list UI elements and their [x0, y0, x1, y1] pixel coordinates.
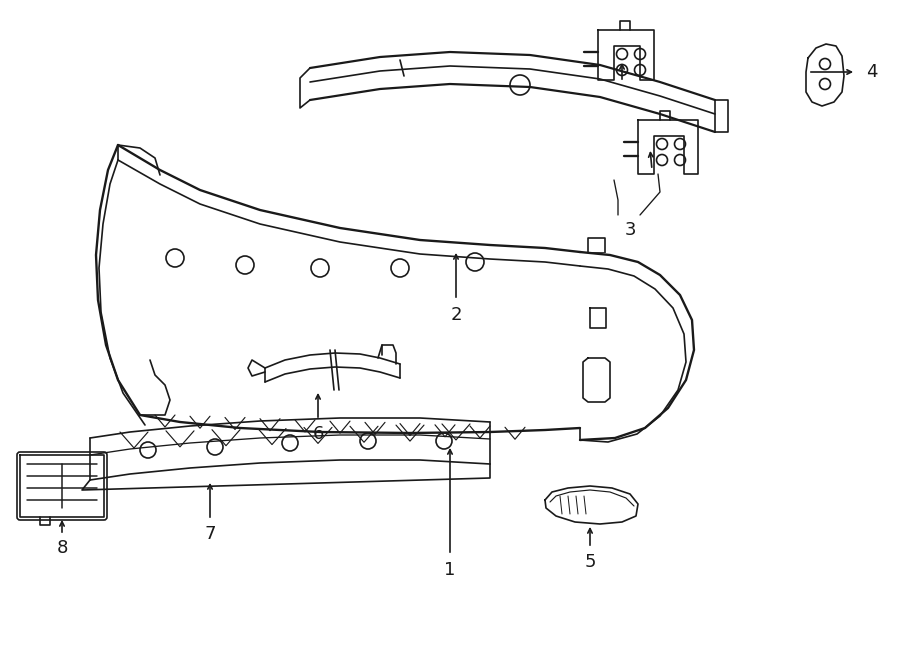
Text: 5: 5: [584, 553, 596, 571]
Text: 8: 8: [57, 539, 68, 557]
Text: 6: 6: [312, 425, 324, 443]
Text: 4: 4: [866, 63, 878, 81]
Text: 3: 3: [625, 221, 635, 239]
Text: 1: 1: [445, 561, 455, 579]
Text: 7: 7: [204, 525, 216, 543]
Text: 2: 2: [450, 306, 462, 324]
